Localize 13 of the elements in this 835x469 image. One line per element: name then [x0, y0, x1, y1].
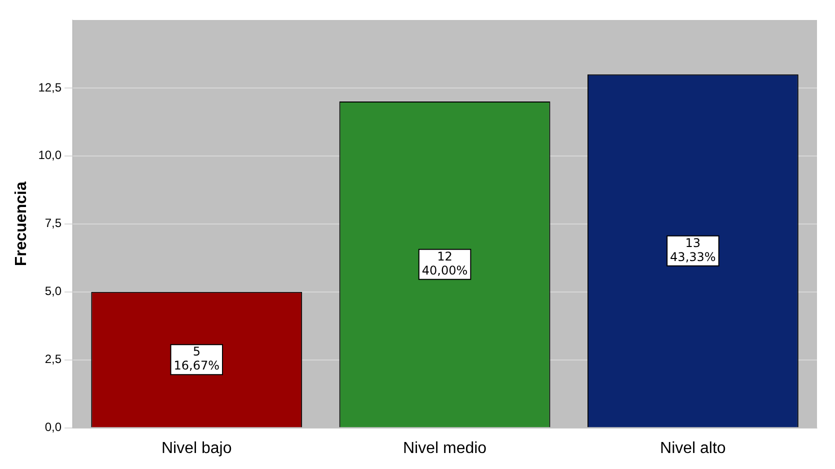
x-tick-label: Nivel alto [660, 440, 726, 457]
y-tick-label: 7,5 [44, 216, 62, 230]
y-tick-label: 0,0 [44, 420, 62, 434]
y-tick-label: 5,0 [44, 284, 62, 298]
y-tick-label: 12,5 [38, 80, 62, 94]
y-axis-title: Frecuencia [13, 182, 30, 266]
y-tick-label: 10,0 [38, 148, 62, 162]
data-label: 13 43,33% [670, 236, 716, 264]
data-label: 12 40,00% [422, 250, 468, 278]
x-tick-label: Nivel bajo [161, 440, 232, 457]
y-tick-label: 2,5 [44, 352, 62, 366]
data-label: 5 16,67% [174, 344, 220, 373]
x-tick-label: Nivel medio [402, 440, 487, 457]
